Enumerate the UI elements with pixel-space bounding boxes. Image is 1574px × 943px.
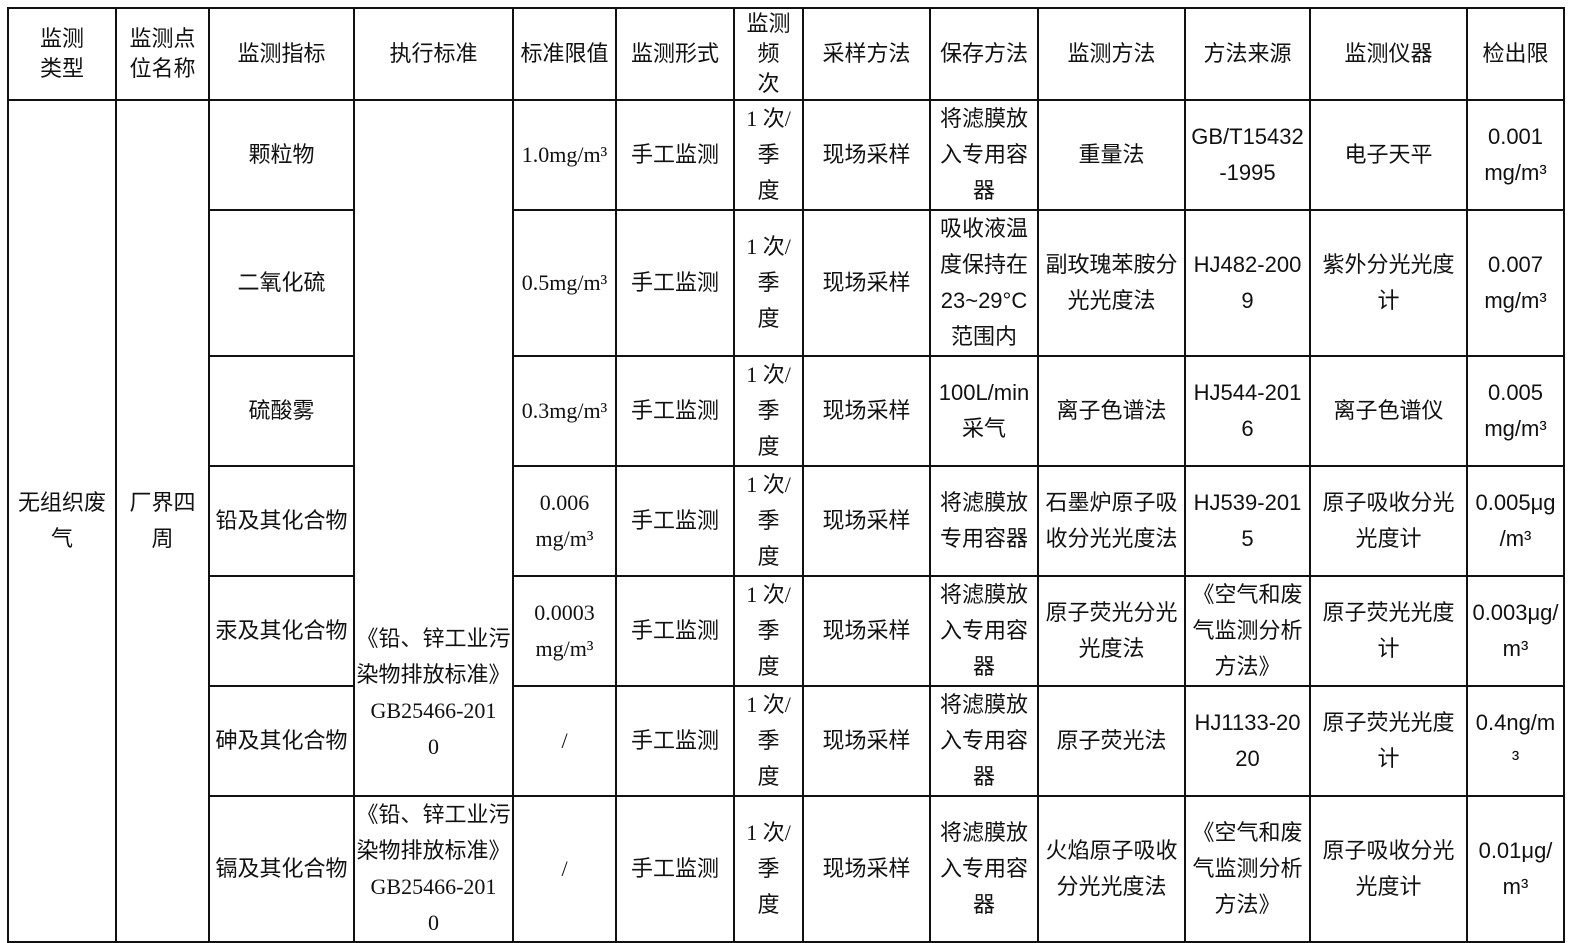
table-row: 无组织废 气厂界四 周颗粒物 《铅、锌工业污 染物排放标准》 GB25466-20… [7, 99, 1565, 943]
limit-cell: 0.5mg/m³ [512, 209, 617, 357]
header-cell: 监测频 次 [733, 7, 804, 101]
limit-cell: 0.006 mg/m³ [512, 465, 617, 577]
source-cell: GB/T15432 -1995 [1184, 99, 1311, 211]
freq-cell: 1 次/季 度 [733, 99, 804, 211]
method-cell: 原子荧光法 [1037, 685, 1186, 797]
storage-cell: 将滤膜放 入专用容 器 [929, 99, 1039, 211]
form-cell: 手工监测 [615, 685, 735, 797]
form-cell: 手工监测 [615, 465, 735, 577]
site-name-cell: 厂界四 周 [115, 99, 210, 943]
header-cell: 采样方法 [802, 7, 931, 101]
table-row: 铅及其化合物 0.006 mg/m³ 手工监测 1 次/季 度现场采样 将滤膜放 专用容… [8, 465, 1565, 577]
form-cell: 手工监测 [615, 795, 735, 943]
limit-cell: 0.3mg/m³ [512, 355, 617, 467]
method-cell: 石墨炉原子吸 收分光光度法 [1037, 465, 1186, 577]
instrument-cell: 紫外分光光度 计 [1309, 209, 1468, 357]
method-cell: 重量法 [1037, 99, 1186, 211]
table-row: 硫酸雾 0.3mg/m³ 手工监测 1 次/季 度现场采样 100L/min 采气 离子色… [8, 355, 1565, 467]
source-cell: HJ544-201 6 [1184, 355, 1311, 467]
form-cell: 手工监测 [615, 99, 735, 211]
form-cell: 手工监测 [615, 209, 735, 357]
indicator-cell: 砷及其化合物 [208, 685, 355, 797]
form-cell: 手工监测 [615, 575, 735, 687]
method-cell: 火焰原子吸收 分光光度法 [1037, 795, 1186, 943]
detection-cell: 0.001 mg/m³ [1466, 99, 1565, 211]
indicator-cell: 汞及其化合物 [208, 575, 355, 687]
storage-cell: 将滤膜放 入专用容 器 [929, 685, 1039, 797]
source-cell: HJ1133-20 20 [1184, 685, 1311, 797]
detection-cell: 0.003μg/ m³ [1466, 575, 1565, 687]
freq-cell: 1 次/季 度 [733, 795, 804, 943]
table-row: 镉及其化合物 《铅、锌工业污 染物排放标准》 GB25466-201 0/手工监测… [8, 795, 1565, 943]
standard-cell: 《铅、锌工业污 染物排放标准》 GB25466-201 0 [353, 795, 514, 943]
monitoring-table: 监测 类型 监测点 位名称 监测指标 执行标准 标准限值 监测形式 监测频 次 … [7, 7, 1565, 943]
limit-cell: / [512, 795, 617, 943]
detection-cell: 0.005 mg/m³ [1466, 355, 1565, 467]
form-cell: 手工监测 [615, 355, 735, 467]
storage-cell: 吸收液温 度保持在 23~29°C 范围内 [929, 209, 1039, 357]
indicator-cell: 二氧化硫 [208, 209, 355, 357]
header-cell: 监测方法 [1037, 7, 1186, 101]
header-cell: 监测仪器 [1309, 7, 1468, 101]
header-cell: 方法来源 [1184, 7, 1311, 101]
monitoring-type-cell: 无组织废 气 [7, 99, 117, 943]
header-cell: 监测指标 [208, 7, 355, 101]
sampling-cell: 现场采样 [802, 99, 931, 211]
detection-cell: 0.005μg /m³ [1466, 465, 1565, 577]
instrument-cell: 原子吸收分光 光度计 [1309, 795, 1468, 943]
standard-cell: 《铅、锌工业污 染物排放标准》 GB25466-201 0 [353, 99, 514, 797]
instrument-cell: 原子荧光光度 计 [1309, 575, 1468, 687]
freq-cell: 1 次/季 度 [733, 209, 804, 357]
header-cell: 监测形式 [615, 7, 735, 101]
storage-cell: 将滤膜放 入专用容 器 [929, 795, 1039, 943]
method-cell: 原子荧光分光 光度法 [1037, 575, 1186, 687]
indicator-cell: 铅及其化合物 [208, 465, 355, 577]
instrument-cell: 原子吸收分光 光度计 [1309, 465, 1468, 577]
header-cell: 监测 类型 [7, 7, 117, 101]
freq-cell: 1 次/季 度 [733, 575, 804, 687]
source-cell: 《空气和废 气监测分析 方法》 [1184, 575, 1311, 687]
sampling-cell: 现场采样 [802, 355, 931, 467]
freq-cell: 1 次/季 度 [733, 465, 804, 577]
sampling-cell: 现场采样 [802, 465, 931, 577]
indicator-cell: 硫酸雾 [208, 355, 355, 467]
source-cell: HJ482-200 9 [1184, 209, 1311, 357]
table-row: 砷及其化合物 / 手工监测 1 次/季 度现场采样 将滤膜放 入专用容 器原子荧光法 HJ… [8, 685, 1565, 797]
header-cell: 保存方法 [929, 7, 1039, 101]
indicator-cell: 颗粒物 [208, 99, 355, 211]
header-cell: 标准限值 [512, 7, 617, 101]
freq-cell: 1 次/季 度 [733, 355, 804, 467]
detection-cell: 0.007 mg/m³ [1466, 209, 1565, 357]
detection-cell: 0.01μg/ m³ [1466, 795, 1565, 943]
limit-cell: / [512, 685, 617, 797]
header-cell: 检出限 [1466, 7, 1565, 101]
sampling-cell: 现场采样 [802, 575, 931, 687]
source-cell: HJ539-201 5 [1184, 465, 1311, 577]
table-row: 二氧化硫 0.5mg/m³ 手工监测 1 次/季 度现场采样 吸收液温 度保持在 23~… [8, 209, 1565, 357]
instrument-cell: 电子天平 [1309, 99, 1468, 211]
header-row: 监测 类型 监测点 位名称 监测指标 执行标准 标准限值 监测形式 监测频 次 … [7, 7, 1565, 101]
storage-cell: 100L/min 采气 [929, 355, 1039, 467]
instrument-cell: 离子色谱仪 [1309, 355, 1468, 467]
indicator-cell: 镉及其化合物 [208, 795, 355, 943]
limit-cell: 1.0mg/m³ [512, 99, 617, 211]
header-cell: 执行标准 [353, 7, 514, 101]
source-cell: 《空气和废 气监测分析 方法》 [1184, 795, 1311, 943]
limit-cell: 0.0003 mg/m³ [512, 575, 617, 687]
sampling-cell: 现场采样 [802, 209, 931, 357]
storage-cell: 将滤膜放 专用容器 [929, 465, 1039, 577]
sampling-cell: 现场采样 [802, 795, 931, 943]
detection-cell: 0.4ng/m ³ [1466, 685, 1565, 797]
method-cell: 副玫瑰苯胺分 光光度法 [1037, 209, 1186, 357]
sampling-cell: 现场采样 [802, 685, 931, 797]
storage-cell: 将滤膜放 入专用容 器 [929, 575, 1039, 687]
instrument-cell: 原子荧光光度 计 [1309, 685, 1468, 797]
table-row: 汞及其化合物 0.0003 mg/m³ 手工监测 1 次/季 度现场采样 将滤膜放 入专… [8, 575, 1565, 687]
header-cell: 监测点 位名称 [115, 7, 210, 101]
freq-cell: 1 次/季 度 [733, 685, 804, 797]
method-cell: 离子色谱法 [1037, 355, 1186, 467]
